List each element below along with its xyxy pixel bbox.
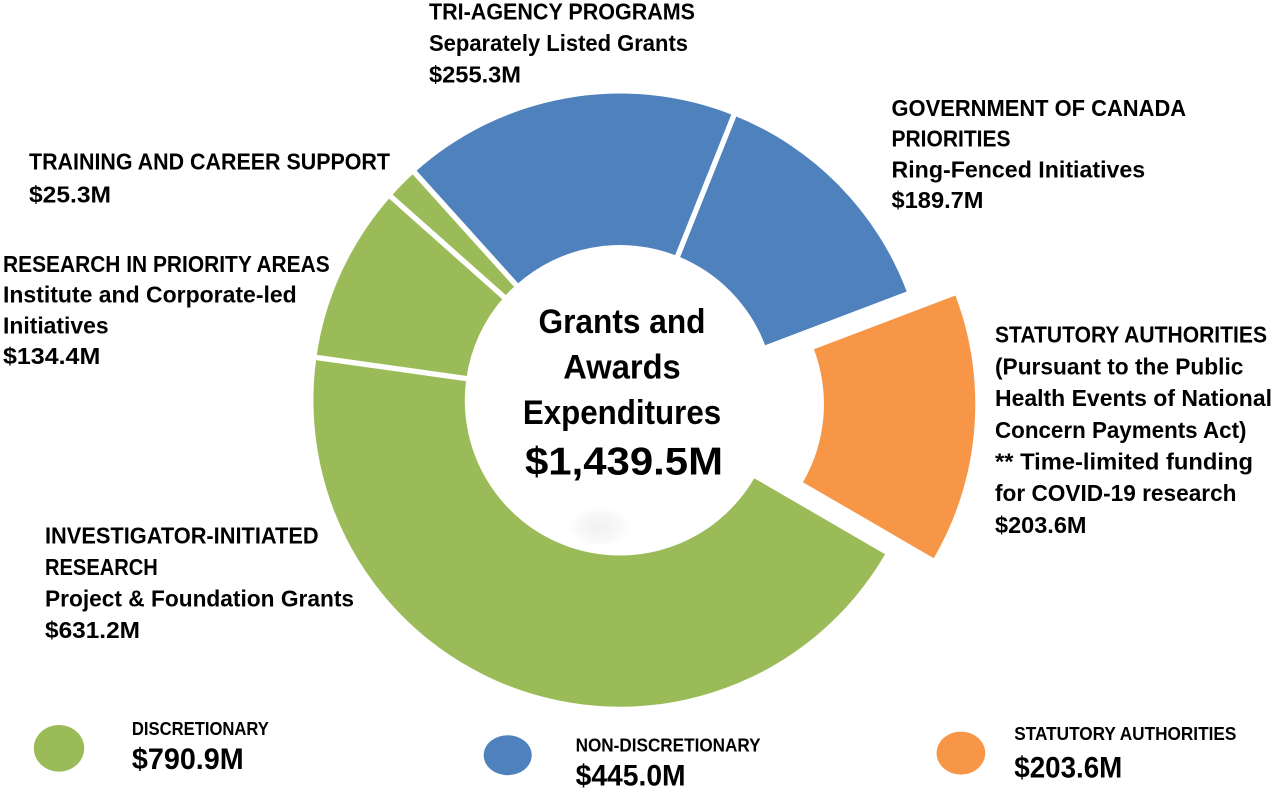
svg-text:TRAINING AND CAREER SUPPORT: TRAINING AND CAREER SUPPORT [29, 149, 390, 175]
svg-text:RESEARCH IN PRIORITY AREAS: RESEARCH IN PRIORITY AREAS [3, 251, 330, 277]
svg-text:$203.6M: $203.6M [1014, 751, 1122, 784]
svg-text:$255.3M: $255.3M [429, 62, 521, 88]
svg-text:GOVERNMENT OF CANADA: GOVERNMENT OF CANADA [892, 95, 1187, 121]
svg-text:Project & Foundation Grants: Project & Foundation Grants [45, 585, 354, 611]
svg-text:$134.4M: $134.4M [3, 343, 100, 369]
svg-text:$1,439.5M: $1,439.5M [525, 440, 723, 483]
svg-text:INVESTIGATOR-INITIATED: INVESTIGATOR-INITIATED [45, 523, 319, 549]
svg-text:Separately Listed Grants: Separately Listed Grants [429, 30, 688, 56]
svg-text:PRIORITIES: PRIORITIES [892, 126, 1011, 152]
svg-text:$189.7M: $189.7M [892, 187, 984, 213]
svg-text:NON-DISCRETIONARY: NON-DISCRETIONARY [576, 734, 761, 755]
svg-text:Grants and: Grants and [539, 303, 706, 341]
svg-text:$25.3M: $25.3M [29, 182, 111, 208]
svg-text:(Pursuant to the Public: (Pursuant to the Public [995, 353, 1243, 379]
svg-text:Institute and Corporate-led: Institute and Corporate-led [3, 282, 297, 308]
svg-text:$631.2M: $631.2M [45, 617, 140, 643]
svg-text:$203.6M: $203.6M [995, 512, 1087, 538]
svg-text:Awards: Awards [563, 348, 681, 386]
svg-text:Expenditures: Expenditures [523, 394, 721, 432]
svg-text:Ring-Fenced Initiatives: Ring-Fenced Initiatives [892, 156, 1146, 182]
svg-text:STATUTORY AUTHORITIES: STATUTORY AUTHORITIES [995, 322, 1267, 348]
svg-text:Initiatives: Initiatives [3, 312, 109, 338]
svg-text:$790.9M: $790.9M [132, 743, 244, 776]
svg-text:DISCRETIONARY: DISCRETIONARY [132, 718, 269, 739]
svg-text:** Time-limited funding: ** Time-limited funding [995, 449, 1253, 475]
svg-text:TRI-AGENCY PROGRAMS: TRI-AGENCY PROGRAMS [429, 0, 695, 25]
svg-text:RESEARCH: RESEARCH [45, 554, 158, 580]
svg-text:Concern Payments Act): Concern Payments Act) [995, 417, 1247, 443]
svg-text:$445.0M: $445.0M [576, 759, 686, 792]
svg-text:for COVID-19 research: for COVID-19 research [995, 480, 1237, 506]
svg-text:STATUTORY AUTHORITIES: STATUTORY AUTHORITIES [1014, 723, 1236, 744]
svg-text:Health Events of National: Health Events of National [995, 385, 1272, 411]
